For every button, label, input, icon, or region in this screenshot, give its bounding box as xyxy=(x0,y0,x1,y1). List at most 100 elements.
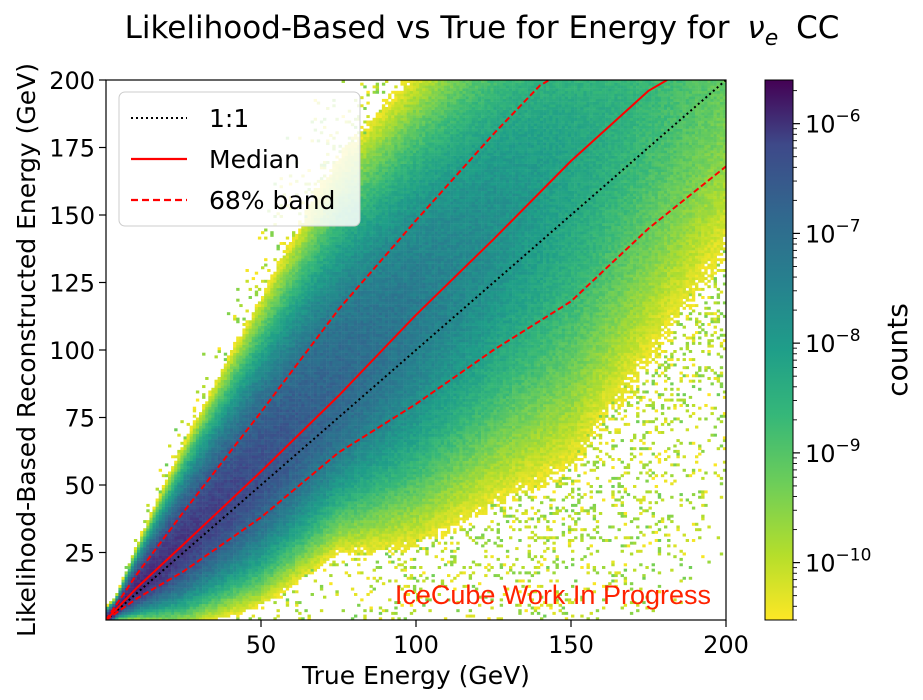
heatmap-cell xyxy=(143,547,146,550)
heatmap-cell xyxy=(193,582,196,585)
heatmap-cell xyxy=(193,461,196,464)
heatmap-cell xyxy=(187,582,190,585)
heatmap-cell xyxy=(208,504,211,507)
heatmap-cell xyxy=(165,474,168,477)
heatmap-cell xyxy=(190,615,193,618)
heatmap-cell xyxy=(215,563,218,566)
heatmap-cell xyxy=(149,604,152,607)
heatmap-cell xyxy=(184,585,187,588)
heatmap-cell xyxy=(159,604,162,607)
heatmap-cell xyxy=(171,501,174,504)
heatmap-cell xyxy=(224,520,227,523)
heatmap-cell xyxy=(205,585,208,588)
heatmap-cell xyxy=(205,458,208,461)
heatmap-cell xyxy=(184,512,187,515)
heatmap-cell xyxy=(193,482,196,485)
heatmap-cell xyxy=(168,507,171,510)
heatmap-cell xyxy=(218,388,221,391)
heatmap-cell xyxy=(174,501,177,504)
heatmap-cell xyxy=(199,577,202,580)
heatmap-cell xyxy=(202,499,205,502)
heatmap-cell xyxy=(208,463,211,466)
heatmap-cell xyxy=(193,415,196,418)
heatmap-cell xyxy=(215,488,218,491)
heatmap-cell xyxy=(187,553,190,556)
heatmap-cell xyxy=(196,445,199,448)
heatmap-cell xyxy=(162,596,165,599)
heatmap-cell xyxy=(224,612,227,615)
heatmap-cell xyxy=(202,423,205,426)
heatmap-cell xyxy=(221,499,224,502)
heatmap-cell xyxy=(159,555,162,558)
heatmap-cell xyxy=(122,585,125,588)
heatmap-cell xyxy=(180,596,183,599)
heatmap-cell xyxy=(187,501,190,504)
heatmap-cell xyxy=(187,534,190,537)
heatmap-cell xyxy=(162,547,165,550)
heatmap-cell xyxy=(187,590,190,593)
heatmap-cell xyxy=(109,604,112,607)
heatmap-cell xyxy=(153,512,156,515)
heatmap-cell xyxy=(168,550,171,553)
heatmap-cell xyxy=(168,604,171,607)
heatmap-cell xyxy=(143,553,146,556)
heatmap-cell xyxy=(193,566,196,569)
heatmap-cell xyxy=(134,612,137,615)
heatmap-cell xyxy=(196,426,199,429)
heatmap-cell xyxy=(153,515,156,518)
heatmap-cell xyxy=(190,588,193,591)
heatmap-cell xyxy=(190,604,193,607)
heatmap-cell xyxy=(196,553,199,556)
heatmap-cell xyxy=(202,582,205,585)
heatmap-cell xyxy=(168,488,171,491)
heatmap-cell xyxy=(202,585,205,588)
heatmap-cell xyxy=(156,488,159,491)
heatmap-cell xyxy=(159,507,162,510)
heatmap-cell xyxy=(224,493,227,496)
heatmap-cell xyxy=(205,412,208,415)
heatmap-cell xyxy=(196,463,199,466)
heatmap-cell xyxy=(153,590,156,593)
heatmap-cell xyxy=(208,496,211,499)
heatmap-cell xyxy=(211,436,214,439)
heatmap-cell xyxy=(221,415,224,418)
heatmap-cell xyxy=(153,534,156,537)
heatmap-cell xyxy=(187,423,190,426)
heatmap-cell xyxy=(165,496,168,499)
heatmap-cell xyxy=(171,571,174,574)
heatmap-cell xyxy=(159,577,162,580)
heatmap-cell xyxy=(137,604,140,607)
heatmap-cell xyxy=(211,566,214,569)
heatmap-cell xyxy=(143,569,146,572)
heatmap-cell xyxy=(190,477,193,480)
heatmap-cell xyxy=(140,604,143,607)
heatmap-cell xyxy=(171,590,174,593)
heatmap-cell xyxy=(149,563,152,566)
heatmap-cell xyxy=(137,547,140,550)
heatmap-cell xyxy=(211,590,214,593)
heatmap-cell xyxy=(149,517,152,520)
heatmap-cell xyxy=(215,391,218,394)
heatmap-cell xyxy=(193,596,196,599)
heatmap-cell xyxy=(211,455,214,458)
heatmap-cell xyxy=(177,539,180,542)
heatmap-cell xyxy=(196,447,199,450)
heatmap-cell xyxy=(196,420,199,423)
heatmap-cell xyxy=(205,445,208,448)
heatmap-cell xyxy=(143,544,146,547)
heatmap-cell xyxy=(196,469,199,472)
chart-title-main: Likelihood-Based vs True for Energy for xyxy=(125,10,730,46)
heatmap-cell xyxy=(149,590,152,593)
heatmap-cell xyxy=(215,609,218,612)
heatmap-cell xyxy=(184,536,187,539)
heatmap-cell xyxy=(174,504,177,507)
heatmap-cell xyxy=(153,598,156,601)
heatmap-cell xyxy=(196,596,199,599)
heatmap-cell xyxy=(215,458,218,461)
heatmap-cell xyxy=(190,582,193,585)
heatmap-cell xyxy=(122,582,125,585)
heatmap-cell xyxy=(187,445,190,448)
heatmap-cell xyxy=(215,588,218,591)
heatmap-cell xyxy=(190,507,193,510)
heatmap-cell xyxy=(199,426,202,429)
